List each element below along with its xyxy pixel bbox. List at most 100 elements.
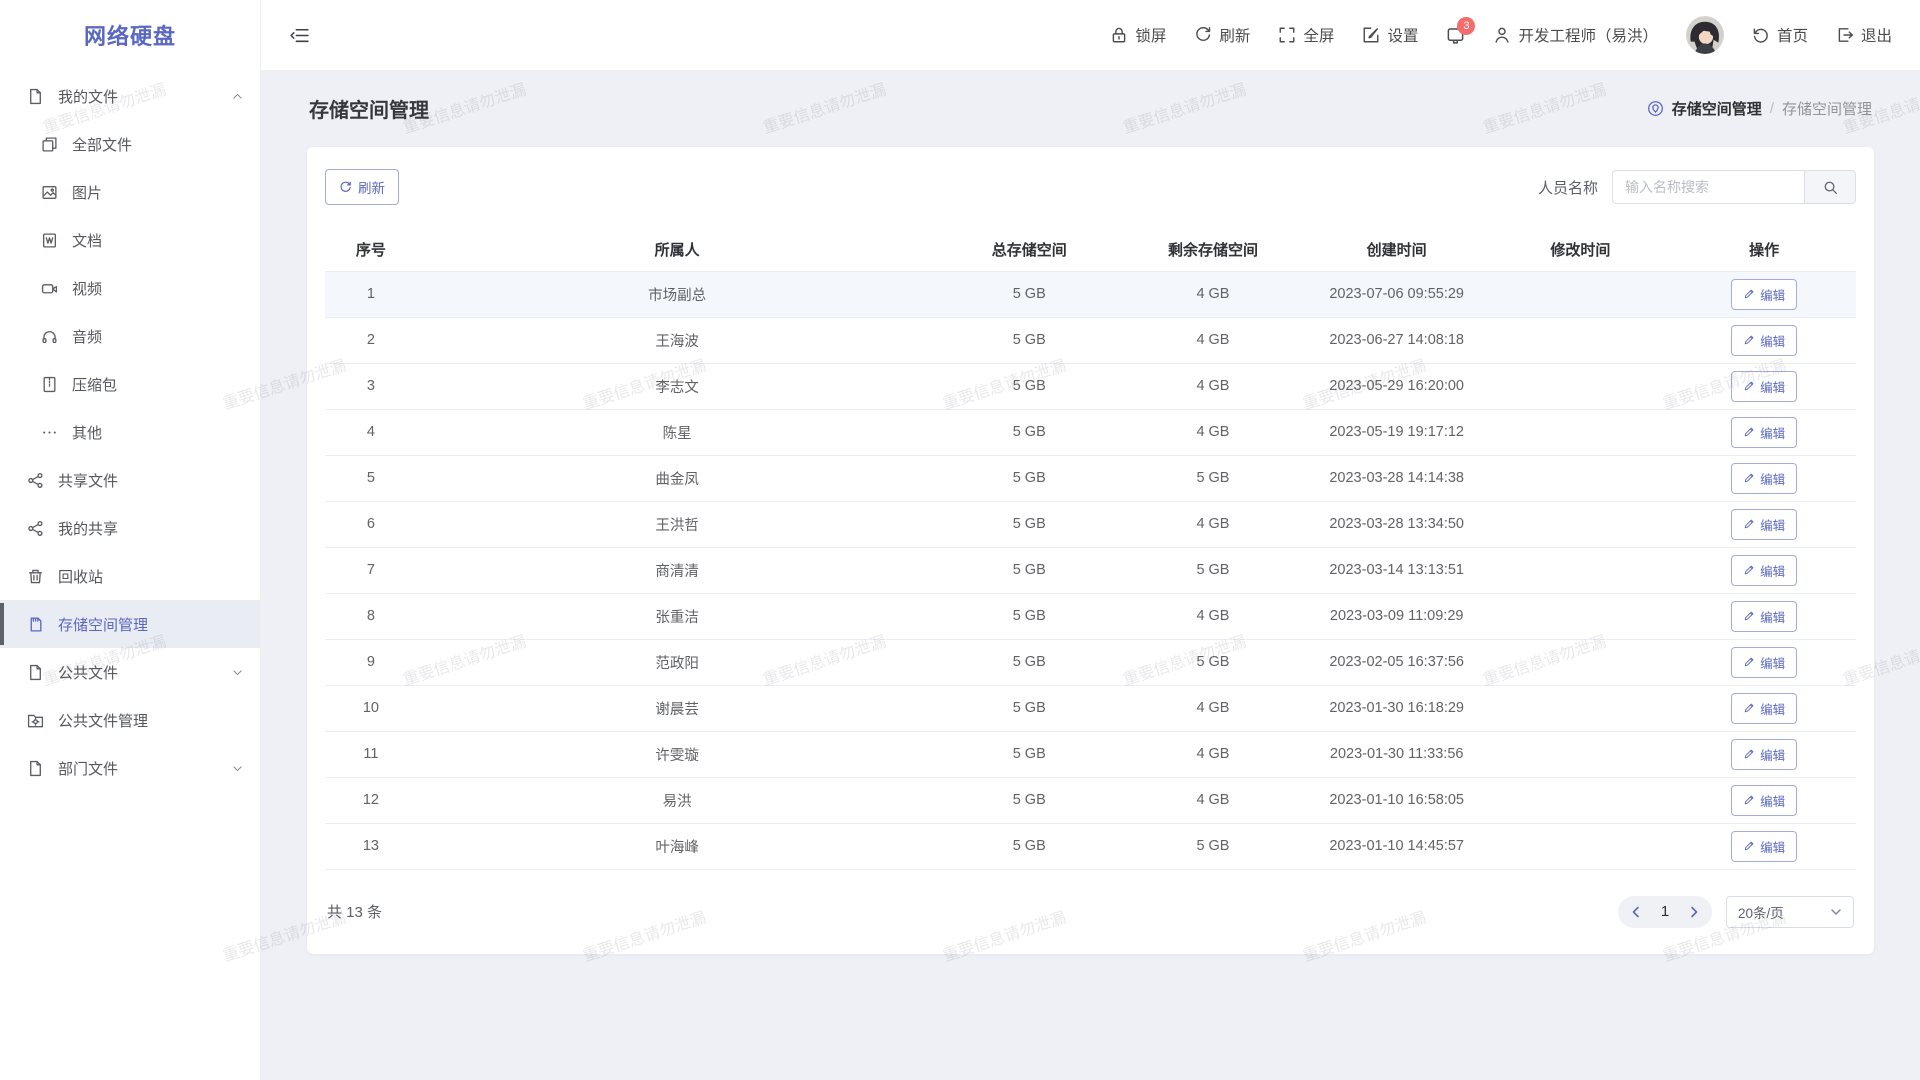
sidebar-item[interactable]: 其他 — [0, 408, 260, 456]
cell-total: 5 GB — [937, 547, 1122, 594]
edit-button[interactable]: 编辑 — [1731, 784, 1798, 816]
sidebar-item[interactable]: 我的文件 — [0, 72, 260, 120]
sidebar-item[interactable]: 压缩包 — [0, 360, 260, 408]
edit-button[interactable]: 编辑 — [1731, 508, 1798, 540]
sidebar-item[interactable]: 图片 — [0, 168, 260, 216]
trash-icon — [27, 568, 44, 585]
cell-free: 4 GB — [1121, 409, 1305, 456]
avatar[interactable] — [1685, 16, 1724, 54]
cell-no: 3 — [325, 363, 417, 410]
cell-free: 5 GB — [1121, 639, 1305, 686]
storage-table: 序号 所属人 总存储空间 剩余存储空间 创建时间 修改时间 操作 1 市场副总 5 GB 4 GB… — [325, 229, 1856, 870]
logout-button[interactable]: 退出 — [1836, 24, 1892, 46]
sidebar-item[interactable]: 文档 — [0, 216, 260, 264]
cell-no: 9 — [325, 639, 417, 686]
sidebar-item[interactable]: 全部文件 — [0, 120, 260, 168]
search-input[interactable] — [1612, 170, 1804, 204]
refresh-button[interactable]: 刷新 — [325, 169, 399, 205]
main-area: 锁屏 刷新 全屏 设置 3 开发工程师（易洪） 首页 退出 存储空间管理 存储空间管理 / 存… — [261, 0, 1920, 1080]
sidebar-item-label: 文档 — [72, 232, 103, 250]
cell-free: 5 GB — [1121, 547, 1305, 594]
sidebar-item[interactable]: 公共文件管理 — [0, 696, 260, 744]
cell-actions: 编辑 — [1672, 823, 1856, 870]
search-area: 人员名称 — [1538, 170, 1856, 204]
edit-button[interactable]: 编辑 — [1731, 554, 1798, 586]
sidebar-item-label: 存储空间管理 — [58, 616, 149, 634]
edit-button[interactable]: 编辑 — [1731, 462, 1798, 494]
cell-free: 4 GB — [1121, 271, 1305, 318]
sidebar-item[interactable]: 存储空间管理 — [0, 600, 260, 648]
edit-button[interactable]: 编辑 — [1731, 324, 1798, 356]
cell-actions: 编辑 — [1672, 271, 1856, 318]
column-header: 创建时间 — [1304, 229, 1489, 272]
edit-button[interactable]: 编辑 — [1731, 370, 1798, 402]
page-size-select[interactable]: 20条/页 — [1726, 895, 1854, 928]
sidebar-item[interactable]: 部门文件 — [0, 744, 260, 792]
card-footer: 共 13 条 1 20条/页 — [325, 870, 1856, 954]
lock-button[interactable]: 锁屏 — [1110, 24, 1166, 46]
cell-modified — [1488, 317, 1673, 364]
cell-total: 5 GB — [937, 271, 1122, 318]
edit-button-label: 编辑 — [1760, 334, 1786, 349]
current-page[interactable]: 1 — [1660, 903, 1670, 920]
prev-page-icon[interactable] — [1630, 906, 1642, 918]
refresh-button[interactable]: 刷新 — [1194, 24, 1250, 46]
cell-owner: 谢晨芸 — [416, 685, 938, 732]
edit-button[interactable]: 编辑 — [1731, 692, 1798, 724]
sidebar-item[interactable]: 共享文件 — [0, 456, 260, 504]
column-header: 所属人 — [416, 229, 938, 272]
cell-modified — [1488, 363, 1673, 410]
sidebar-item[interactable]: 公共文件 — [0, 648, 260, 696]
folder-manage-icon — [27, 712, 44, 729]
more-icon — [41, 424, 58, 441]
edit-button[interactable]: 编辑 — [1731, 278, 1798, 310]
logout-label: 退出 — [1860, 28, 1892, 45]
sidebar-item[interactable]: 回收站 — [0, 552, 260, 600]
edit-icon — [1743, 426, 1755, 438]
table-row: 1 市场副总 5 GB 4 GB 2023-07-06 09:55:29 编辑 — [325, 271, 1856, 318]
fullscreen-button[interactable]: 全屏 — [1278, 24, 1334, 46]
edit-button-label: 编辑 — [1760, 426, 1786, 441]
audio-icon — [41, 328, 58, 345]
edit-button[interactable]: 编辑 — [1731, 416, 1798, 448]
sidebar-collapse-icon[interactable] — [289, 26, 310, 45]
cell-modified — [1488, 731, 1673, 778]
sidebar-item[interactable]: 视频 — [0, 264, 260, 312]
edit-button[interactable]: 编辑 — [1731, 600, 1798, 632]
search-button[interactable] — [1804, 170, 1856, 204]
storage-card: 刷新 人员名称 — [307, 147, 1874, 954]
next-page-icon[interactable] — [1688, 906, 1700, 918]
cell-total: 5 GB — [937, 639, 1122, 686]
edit-button[interactable]: 编辑 — [1731, 738, 1798, 770]
zip-icon — [41, 376, 58, 393]
notification-button[interactable]: 3 — [1446, 16, 1476, 45]
column-header: 修改时间 — [1488, 229, 1673, 272]
column-header: 序号 — [325, 229, 417, 272]
cell-free: 5 GB — [1121, 455, 1305, 502]
breadcrumb: 存储空间管理 / 存储空间管理 — [1647, 98, 1872, 119]
edit-icon — [1743, 748, 1755, 760]
cell-actions: 编辑 — [1672, 455, 1856, 502]
image-icon — [41, 184, 58, 201]
pager: 1 — [1618, 895, 1712, 928]
table-row: 9 范政阳 5 GB 5 GB 2023-02-05 16:37:56 编辑 — [325, 639, 1856, 686]
edit-square-icon — [1362, 26, 1380, 44]
user-role-button[interactable]: 开发工程师（易洪） — [1493, 24, 1658, 46]
cell-modified — [1488, 639, 1673, 686]
edit-icon — [1743, 518, 1755, 530]
cell-total: 5 GB — [937, 363, 1122, 410]
sidebar-item[interactable]: 我的共享 — [0, 504, 260, 552]
sidebar-item[interactable]: 音频 — [0, 312, 260, 360]
breadcrumb-root[interactable]: 存储空间管理 — [1671, 101, 1762, 118]
edit-button[interactable]: 编辑 — [1731, 646, 1798, 678]
sidebar-item-label: 其他 — [72, 424, 103, 442]
lock-icon — [1110, 26, 1128, 44]
cell-created: 2023-05-29 16:20:00 — [1304, 363, 1489, 410]
edit-button[interactable]: 编辑 — [1731, 830, 1798, 862]
edit-square-button[interactable]: 设置 — [1362, 24, 1418, 46]
cell-created: 2023-02-05 16:37:56 — [1304, 639, 1489, 686]
home-button[interactable]: 首页 — [1752, 24, 1808, 46]
edit-icon — [1743, 334, 1755, 346]
edit-button-label: 编辑 — [1760, 518, 1786, 533]
